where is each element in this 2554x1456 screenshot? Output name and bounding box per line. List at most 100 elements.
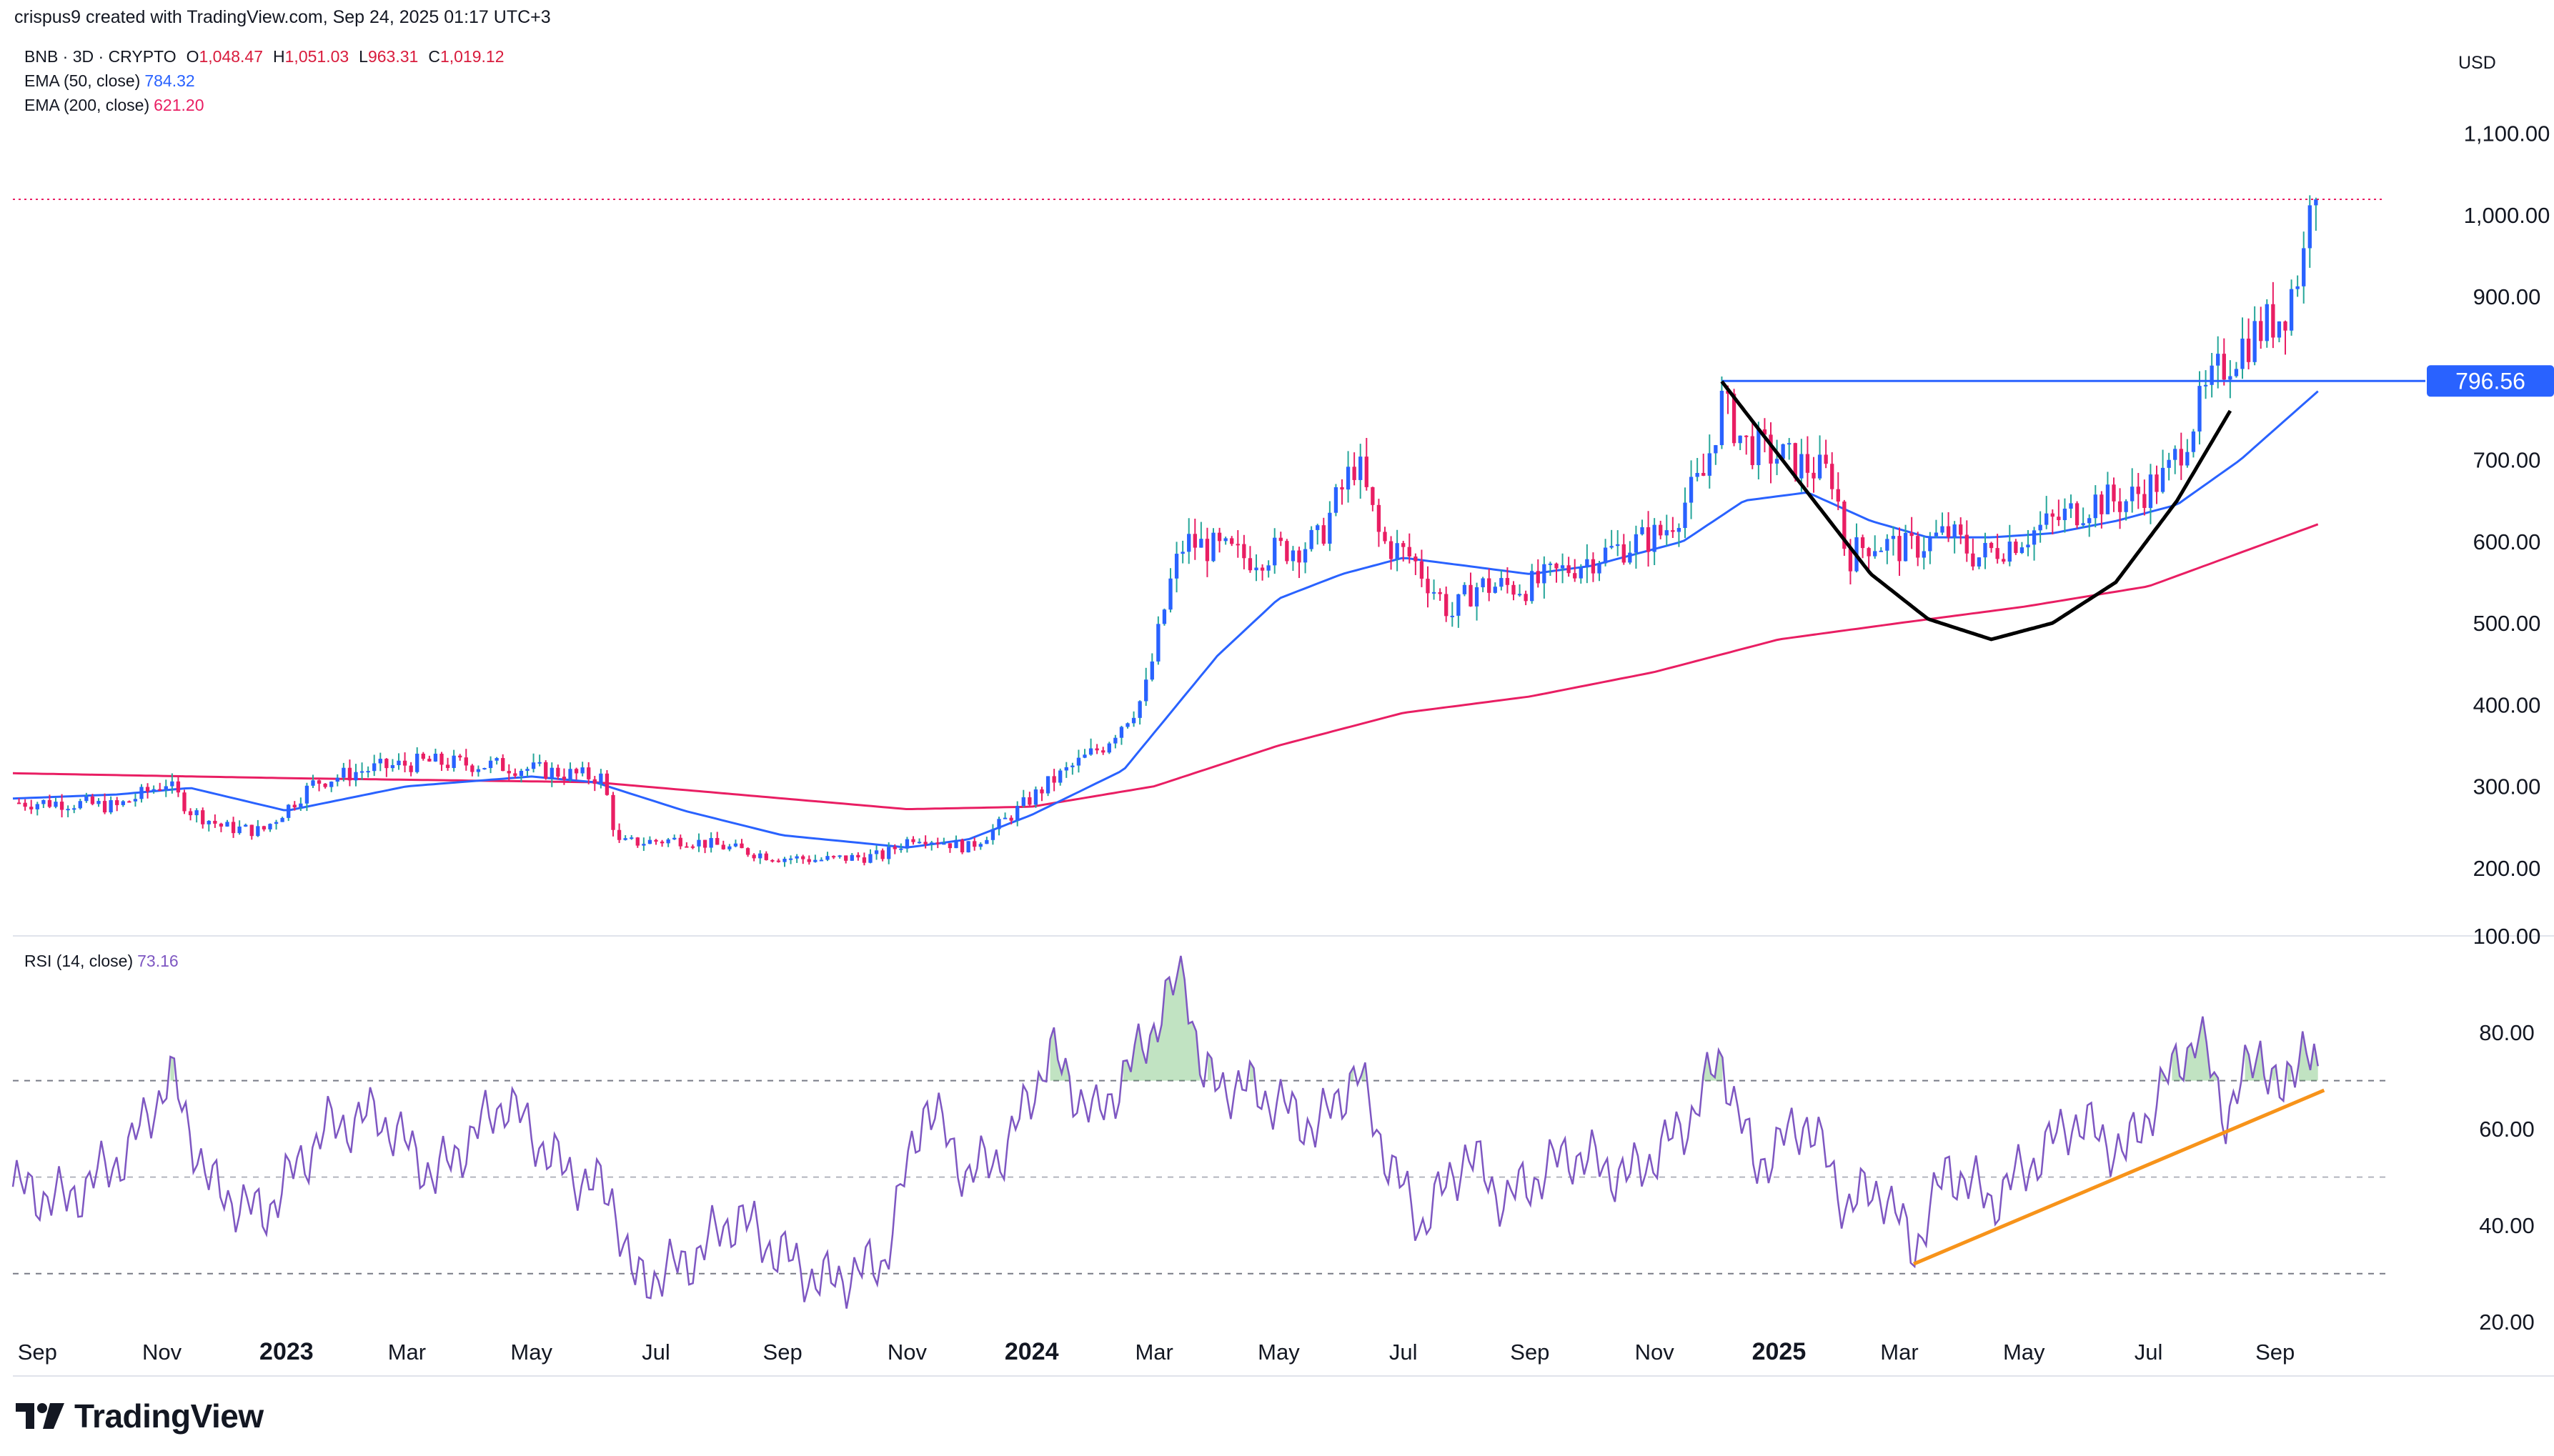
candle-up: [304, 785, 309, 804]
candle-up: [2307, 205, 2312, 249]
resistance-price-tag: [2427, 365, 2554, 397]
candle-up: [2191, 431, 2196, 452]
tradingview-logo[interactable]: TradingView: [16, 1397, 264, 1435]
candle-up: [372, 763, 377, 772]
candle-up: [525, 769, 530, 771]
candle-up: [2167, 459, 2171, 468]
candle-up: [1474, 587, 1479, 607]
time-tick-label: Nov: [888, 1340, 928, 1365]
candle-up: [1609, 546, 1614, 548]
candle-up: [2081, 523, 2085, 526]
candle-up: [1291, 550, 1296, 562]
candle-up: [84, 796, 89, 802]
candle-down: [2155, 474, 2159, 492]
candle-up: [2203, 384, 2208, 387]
candle-up: [2265, 304, 2269, 341]
candle-down: [90, 796, 95, 804]
rsi-tick-label: 40.00: [2479, 1213, 2535, 1238]
chart-caption: crispus9 created with TradingView.com, S…: [14, 7, 551, 27]
candle-up: [1530, 571, 1534, 602]
candle-up: [1309, 529, 1313, 549]
candle-up: [985, 839, 989, 844]
candle-up: [2062, 508, 2067, 521]
candle-up: [2185, 452, 2190, 466]
candle-up: [164, 786, 168, 790]
ohlc-key: H: [273, 47, 285, 66]
ema200-legend[interactable]: EMA (200, close) 621.20: [24, 96, 204, 115]
candle-down: [1340, 487, 1344, 490]
candle-up: [868, 854, 873, 863]
candle-up: [1021, 797, 1025, 806]
candle-up: [1603, 547, 1608, 564]
candle-up: [1940, 526, 1944, 533]
candle-up: [2087, 518, 2092, 524]
ohlc-value: 1,051.03: [284, 47, 349, 66]
candle-up: [194, 810, 199, 816]
time-tick-label: May: [2003, 1340, 2045, 1365]
candle-up: [1928, 536, 1932, 552]
candle-down: [1217, 532, 1222, 542]
candle-up: [237, 826, 242, 834]
candle-down: [1591, 559, 1596, 574]
candle-up: [452, 755, 456, 768]
resistance-price-label: 796.56: [2455, 368, 2525, 394]
symbol-legend[interactable]: BNB · 3D · CRYPTO O1,048.47 H1,051.03 L963.…: [24, 47, 504, 66]
candle-up: [550, 767, 554, 779]
candle-down: [911, 839, 915, 842]
candle-up: [1395, 543, 1399, 559]
candle-down: [1860, 537, 1865, 549]
candle-down: [347, 767, 352, 781]
candle-down: [1536, 571, 1540, 584]
candle-up: [1903, 532, 1908, 562]
rsi-trendline: [1913, 1088, 2325, 1266]
candle-up: [96, 801, 101, 804]
candle-down: [2179, 449, 2183, 466]
ema50-legend[interactable]: EMA (50, close) 784.32: [24, 71, 195, 91]
candle-down: [2002, 559, 2006, 562]
candle-down: [501, 758, 505, 772]
candle-up: [1150, 661, 1154, 680]
candle-down: [880, 850, 885, 859]
rsi-overbought-fill: [1250, 1062, 1254, 1081]
candle-up: [2069, 503, 2073, 509]
candle-up: [666, 839, 670, 844]
candle-up: [1015, 805, 1020, 821]
candle-down: [219, 823, 224, 827]
candle-down: [752, 854, 756, 859]
time-tick-label: Mar: [1135, 1340, 1173, 1365]
candle-up: [1113, 737, 1118, 744]
candle-down: [470, 765, 474, 772]
candle-up: [151, 789, 156, 792]
candle-up: [2197, 386, 2202, 432]
candle-down: [1744, 435, 1749, 437]
candle-up: [1560, 565, 1565, 569]
candle-down: [2222, 354, 2226, 380]
candle-up: [899, 848, 903, 850]
candle-down: [507, 771, 511, 774]
candle-up: [2019, 547, 2024, 554]
candle-down: [1971, 553, 1975, 567]
candle-down: [574, 769, 579, 774]
candle-up: [1168, 578, 1173, 610]
candle-down: [1964, 534, 1969, 554]
candle-up: [630, 837, 634, 839]
candle-down: [1769, 434, 1773, 464]
candle-up: [1634, 534, 1639, 553]
candle-down: [29, 807, 34, 809]
candle-down: [1995, 548, 1999, 559]
candle-up: [390, 765, 395, 769]
candle-down: [1383, 532, 1387, 542]
candle-up: [1199, 539, 1203, 548]
candle-down: [801, 856, 805, 859]
candle-down: [427, 759, 432, 762]
candle-down: [1260, 567, 1265, 571]
candle-up: [433, 753, 438, 762]
candle-up: [599, 773, 603, 784]
rsi-legend[interactable]: RSI (14, close) 73.16: [24, 952, 179, 971]
candle-down: [1193, 534, 1197, 548]
candle-down: [1830, 464, 1834, 489]
candle-up: [1083, 754, 1087, 758]
candle-down: [544, 762, 548, 779]
candle-up: [329, 782, 334, 787]
